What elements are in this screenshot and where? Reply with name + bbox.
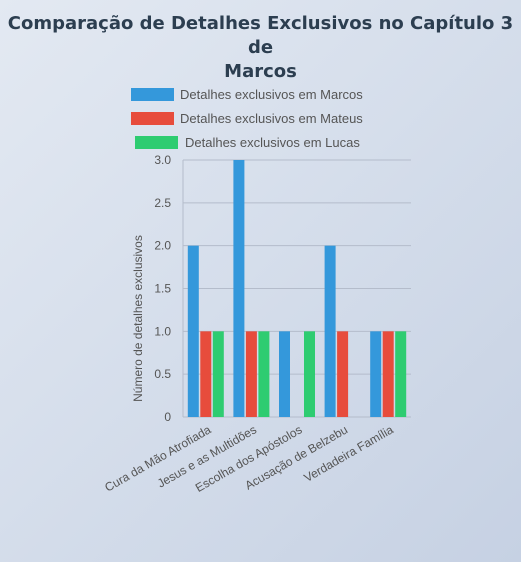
bar-jesus-e-as-multidoes-series-3	[258, 331, 270, 417]
legend-label-1: Detalhes exclusivos em Marcos	[180, 87, 363, 102]
bar-verdadeira-familia-series-1	[370, 331, 382, 417]
bar-escolha-dos-apostolos-series-3	[304, 331, 315, 417]
bar-cura-da-mao-atrofiada-series-2	[200, 331, 212, 417]
bar-jesus-e-as-multidoes-series-2	[245, 331, 257, 417]
y-tick-label-2: 1.0	[154, 324, 171, 338]
y-tick-label-1: 0.5	[154, 367, 171, 381]
bar-cura-da-mao-atrofiada-series-3	[212, 331, 224, 417]
y-axis-title: Número de detalhes exclusivos	[131, 235, 145, 402]
bars	[187, 160, 407, 417]
y-tick-label-3: 1.5	[154, 282, 171, 296]
legend-swatch-3	[135, 136, 178, 149]
y-tick-label-4: 2.0	[154, 239, 171, 253]
legend-swatch-2	[131, 112, 174, 125]
chart-title-line-2: Marcos	[224, 61, 297, 82]
legend-label-2: Detalhes exclusivos em Mateus	[180, 111, 363, 126]
bar-acusacao-de-belzebu-series-1	[324, 245, 336, 417]
bar-jesus-e-as-multidoes-series-1	[233, 160, 245, 417]
bar-verdadeira-familia-series-2	[382, 331, 394, 417]
legend: Detalhes exclusivos em Marcos Detalhes ex…	[131, 87, 363, 150]
bar-acusacao-de-belzebu-series-2	[337, 331, 349, 417]
legend-swatch-1	[131, 88, 174, 101]
y-tick-label-5: 2.5	[154, 196, 171, 210]
bar-escolha-dos-apostolos-series-1	[279, 331, 290, 417]
y-tick-label-6: 3.0	[154, 153, 171, 167]
chart-title: Comparação de Detalhes Exclusivos no Cap…	[0, 12, 521, 84]
y-tick-label-0: 0	[164, 410, 171, 424]
y-tick-labels: 0 0.5 1.0 1.5 2.0 2.5 3.0	[154, 153, 171, 424]
legend-label-3: Detalhes exclusivos em Lucas	[185, 135, 360, 150]
chart-title-line-1: Comparação de Detalhes Exclusivos no Cap…	[7, 13, 514, 58]
bar-cura-da-mao-atrofiada-series-1	[187, 245, 199, 417]
bar-verdadeira-familia-series-3	[395, 331, 407, 417]
